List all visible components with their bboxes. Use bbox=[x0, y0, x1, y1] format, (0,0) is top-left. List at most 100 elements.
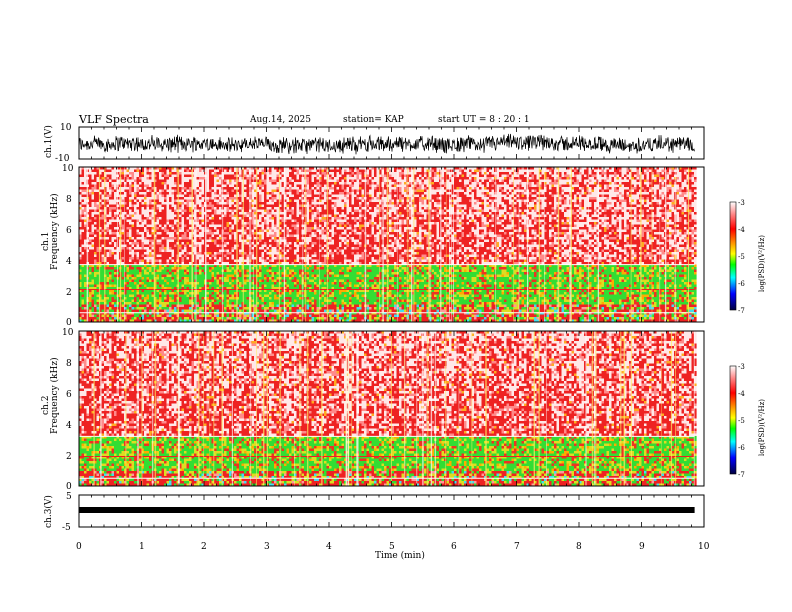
spectrogram-cell bbox=[229, 212, 232, 215]
spectrogram-cell bbox=[164, 219, 167, 223]
spectrogram-cell bbox=[214, 287, 217, 290]
spectrogram-cell bbox=[209, 207, 212, 210]
spectrogram-cell bbox=[184, 272, 187, 275]
spectrogram-cell bbox=[174, 284, 177, 288]
spectrogram-cell bbox=[226, 239, 230, 243]
spectrogram-cell bbox=[246, 249, 250, 253]
spectrogram-cell bbox=[141, 279, 145, 283]
spectrogram-cell bbox=[129, 287, 132, 290]
spectrogram-cell bbox=[134, 294, 137, 298]
spectrogram-cell bbox=[166, 189, 170, 193]
spectrogram-cell bbox=[181, 212, 185, 215]
spectrogram-cell bbox=[264, 304, 267, 308]
spectrogram-cell bbox=[149, 177, 152, 180]
spectrogram-cell bbox=[229, 234, 232, 238]
spectrogram-cell bbox=[169, 284, 172, 288]
spectrogram-cell bbox=[224, 234, 227, 238]
spectrogram-cell bbox=[214, 289, 217, 293]
spectrogram-cell bbox=[131, 267, 135, 270]
spectrogram-cell bbox=[201, 264, 205, 268]
spectrogram-cell bbox=[89, 219, 92, 223]
spectrogram-cell bbox=[224, 249, 227, 253]
spectrogram-cell bbox=[136, 207, 140, 210]
spectrogram-cell bbox=[156, 237, 160, 240]
spectrogram-cell bbox=[166, 302, 170, 305]
spectrogram-cell bbox=[224, 307, 227, 310]
spectrogram-cell bbox=[101, 222, 105, 225]
spectrogram-cell bbox=[136, 262, 140, 265]
spectrogram-cell bbox=[184, 179, 187, 183]
spectrogram-cell bbox=[131, 317, 135, 320]
spectrogram-cell bbox=[151, 232, 155, 235]
spectrogram-cell bbox=[246, 312, 250, 315]
spectrogram-cell bbox=[169, 237, 172, 240]
spectrogram-cell bbox=[79, 239, 82, 243]
spectrogram-cell bbox=[239, 234, 242, 238]
spectrogram-cell bbox=[201, 274, 205, 278]
spectrogram-cell bbox=[136, 289, 140, 293]
spectrogram-cell bbox=[196, 262, 200, 265]
spectrogram-cell bbox=[129, 279, 132, 283]
spectrogram-cell bbox=[186, 287, 190, 290]
spectrogram-cell bbox=[156, 182, 160, 185]
spectrogram-cell bbox=[136, 212, 140, 215]
spectrogram-cell bbox=[189, 272, 192, 275]
spectrogram-cell bbox=[266, 197, 270, 200]
spectrogram-cell bbox=[134, 239, 137, 243]
spectrogram-cell bbox=[111, 272, 115, 275]
spectrogram-cell bbox=[81, 312, 85, 315]
spectrogram-cell bbox=[101, 269, 105, 273]
spectrogram-cell bbox=[151, 247, 155, 250]
spectrogram-cell bbox=[106, 254, 110, 258]
spectrogram-cell bbox=[256, 187, 260, 190]
spectrogram-cell bbox=[99, 229, 102, 233]
spectrogram-cell bbox=[124, 307, 127, 310]
spectrogram-cell bbox=[179, 319, 182, 323]
spectrogram-cell bbox=[141, 207, 145, 210]
spectrogram-cell bbox=[124, 197, 127, 200]
spectrogram-cell bbox=[179, 199, 182, 203]
spectrogram-cell bbox=[159, 209, 162, 213]
spectrogram-cell bbox=[101, 249, 105, 253]
spectrogram-cell bbox=[231, 309, 235, 313]
spectrogram-cell bbox=[111, 282, 115, 285]
spectrogram-cell bbox=[166, 234, 170, 238]
spectrogram-cell bbox=[154, 297, 157, 300]
spectrogram-cell bbox=[101, 167, 105, 170]
spectrogram-cell bbox=[106, 297, 110, 300]
spectrogram-cell bbox=[114, 172, 117, 175]
spectrogram-cell bbox=[91, 292, 95, 295]
spectrogram-cell bbox=[261, 307, 265, 310]
spectrogram-cell bbox=[274, 234, 277, 238]
spectrogram-cell bbox=[234, 199, 237, 203]
spectrogram-cell bbox=[259, 262, 262, 265]
spectrogram-cell bbox=[209, 269, 212, 273]
spectrogram-cell bbox=[84, 314, 87, 318]
spectrogram-cell bbox=[169, 192, 172, 195]
spectrogram-cell bbox=[141, 167, 145, 170]
spectrogram-cell bbox=[144, 307, 147, 310]
spectrogram-cell bbox=[91, 192, 95, 195]
spectrogram-cell bbox=[174, 212, 177, 215]
spectrogram-cell bbox=[81, 254, 85, 258]
spectrogram-cell bbox=[256, 214, 260, 218]
spectrogram-cell bbox=[179, 262, 182, 265]
spectrogram-cell bbox=[79, 274, 82, 278]
spectrogram-cell bbox=[271, 309, 275, 313]
spectrogram-cell bbox=[236, 177, 240, 180]
spectrogram-cell bbox=[251, 282, 255, 285]
spectrogram-cell bbox=[214, 292, 217, 295]
spectrogram-cell bbox=[224, 192, 227, 195]
spectrogram-cell bbox=[149, 269, 152, 273]
spectrogram-cell bbox=[246, 274, 250, 278]
spectrogram-cell bbox=[126, 249, 130, 253]
spectrogram-cell bbox=[169, 294, 172, 298]
spectrogram-cell bbox=[131, 197, 135, 200]
spectrogram-cell bbox=[179, 239, 182, 243]
spectrogram-cell bbox=[81, 232, 85, 235]
spectrogram-cell bbox=[166, 254, 170, 258]
spectrogram-cell bbox=[174, 294, 177, 298]
spectrogram-cell bbox=[236, 169, 240, 173]
spectrogram-cell bbox=[224, 274, 227, 278]
spectrogram-cell bbox=[219, 259, 222, 263]
